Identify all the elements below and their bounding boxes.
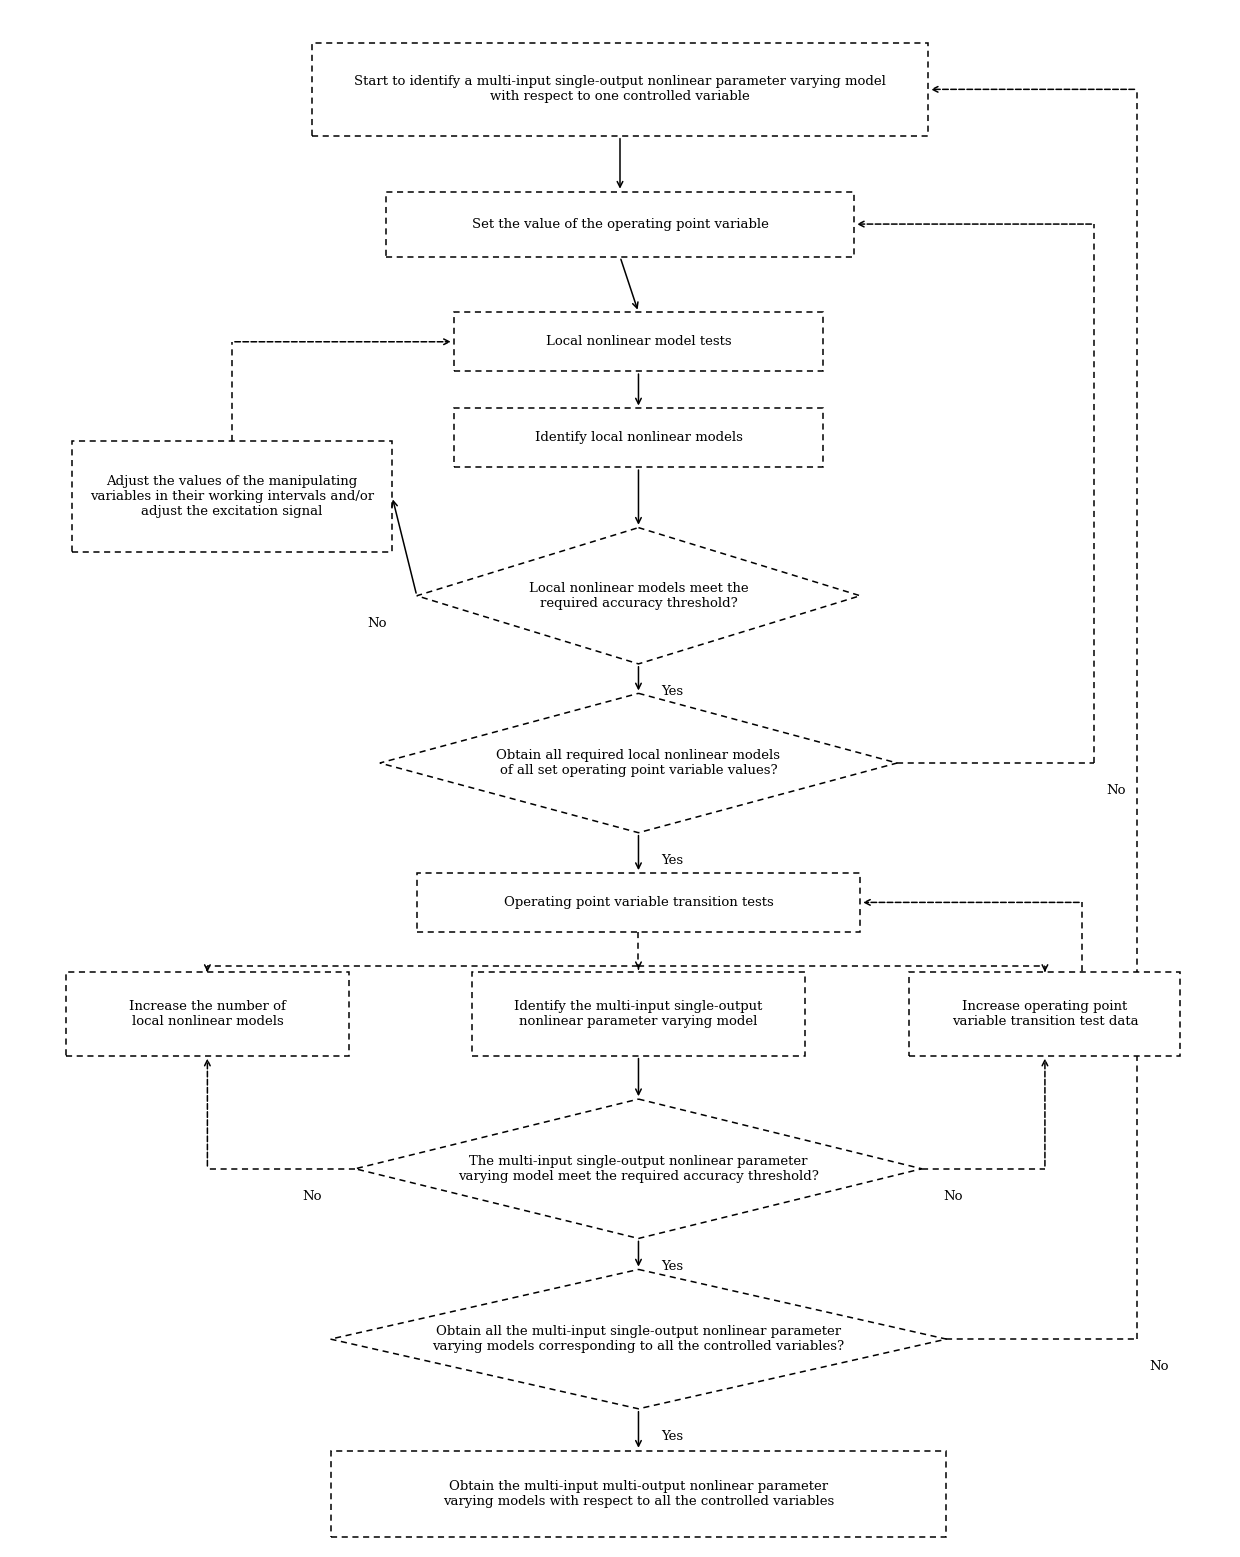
FancyBboxPatch shape xyxy=(417,873,861,931)
Text: No: No xyxy=(942,1190,962,1204)
Text: Operating point variable transition tests: Operating point variable transition test… xyxy=(503,895,774,909)
Text: Yes: Yes xyxy=(661,1260,683,1272)
Polygon shape xyxy=(331,1269,946,1409)
FancyBboxPatch shape xyxy=(454,313,823,371)
Text: Increase operating point
variable transition test data: Increase operating point variable transi… xyxy=(951,1000,1138,1028)
Text: Start to identify a multi-input single-output nonlinear parameter varying model
: Start to identify a multi-input single-o… xyxy=(355,75,885,103)
FancyBboxPatch shape xyxy=(312,44,928,135)
Text: Yes: Yes xyxy=(661,855,683,867)
FancyBboxPatch shape xyxy=(66,972,348,1056)
Text: Local nonlinear model tests: Local nonlinear model tests xyxy=(546,335,732,349)
FancyBboxPatch shape xyxy=(331,1451,946,1537)
Text: Obtain all the multi-input single-output nonlinear parameter
varying models corr: Obtain all the multi-input single-output… xyxy=(433,1325,844,1353)
Text: Obtain all required local nonlinear models
of all set operating point variable v: Obtain all required local nonlinear mode… xyxy=(496,749,780,777)
Text: No: No xyxy=(367,617,387,631)
Polygon shape xyxy=(379,693,897,833)
Polygon shape xyxy=(355,1099,921,1238)
Text: Obtain the multi-input multi-output nonlinear parameter
varying models with resp: Obtain the multi-input multi-output nonl… xyxy=(443,1481,835,1509)
Text: Identify the multi-input single-output
nonlinear parameter varying model: Identify the multi-input single-output n… xyxy=(515,1000,763,1028)
Text: Increase the number of
local nonlinear models: Increase the number of local nonlinear m… xyxy=(129,1000,286,1028)
FancyBboxPatch shape xyxy=(454,408,823,467)
FancyBboxPatch shape xyxy=(386,192,854,257)
FancyBboxPatch shape xyxy=(72,441,392,553)
FancyBboxPatch shape xyxy=(909,972,1180,1056)
FancyBboxPatch shape xyxy=(472,972,805,1056)
Polygon shape xyxy=(417,528,861,663)
Text: Yes: Yes xyxy=(661,1431,683,1443)
Text: Yes: Yes xyxy=(661,685,683,698)
Text: Local nonlinear models meet the
required accuracy threshold?: Local nonlinear models meet the required… xyxy=(528,582,748,610)
Text: No: No xyxy=(1106,785,1126,797)
Text: Adjust the values of the manipulating
variables in their working intervals and/o: Adjust the values of the manipulating va… xyxy=(91,475,374,518)
Text: Set the value of the operating point variable: Set the value of the operating point var… xyxy=(471,218,769,230)
Text: No: No xyxy=(303,1190,322,1204)
Text: No: No xyxy=(1149,1361,1169,1373)
Text: Identify local nonlinear models: Identify local nonlinear models xyxy=(534,431,743,444)
Text: The multi-input single-output nonlinear parameter
varying model meet the require: The multi-input single-output nonlinear … xyxy=(458,1155,818,1183)
